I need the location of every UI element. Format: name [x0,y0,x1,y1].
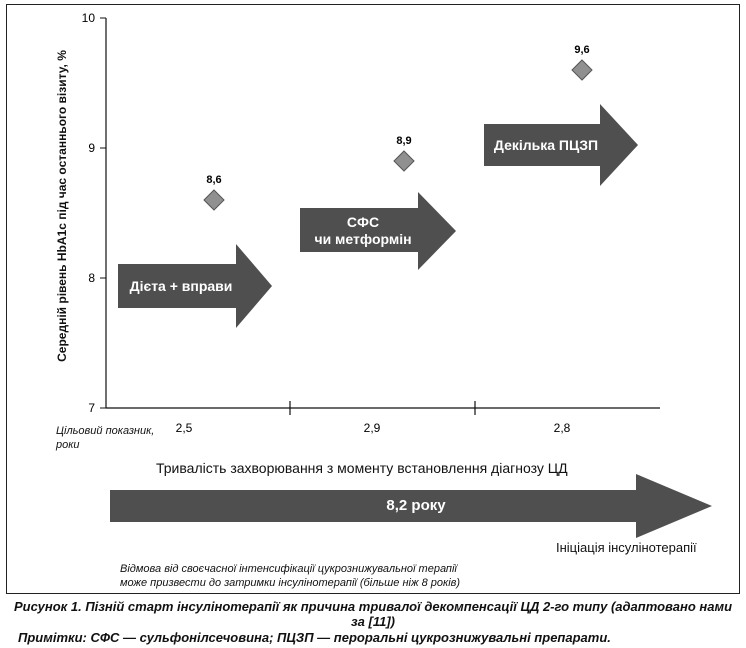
x-tick-label: 2,8 [554,421,571,435]
figure-frame [6,4,740,594]
data-label: 9,6 [574,44,589,56]
x-axis-label: Тривалість захворювання з моменту встано… [156,460,568,476]
stage-arrow-label: Декілька ПЦЗП [494,137,598,153]
y-tick-label: 9 [88,141,95,155]
data-point [571,59,593,81]
data-point [393,150,415,172]
stage-arrow [300,192,456,270]
x-tick-label: 2,5 [176,421,193,435]
x-target-label: Цільовий показник, роки [56,425,155,451]
x-tick-label: 2,9 [364,421,381,435]
timeline-label: 8,2 року [386,497,446,514]
timeline-end-label: Ініціація інсулінотерапії [556,540,697,555]
data-label: 8,6 [206,174,221,186]
figure-note: Примітки: СФС — сульфонілсечовина; ПЦЗП … [18,630,611,645]
stage-arrow-label: СФС чи метформін [314,214,411,247]
data-point [203,189,225,211]
stage-arrow-label: Дієта + вправи [130,278,233,294]
figure-caption: Рисунок 1. Пізній старт інсулінотерапії … [13,599,733,629]
note-line: може призвести до затримки інсулінотерап… [120,577,461,589]
stage-arrow [118,244,272,328]
timeline-arrow [110,474,712,538]
y-tick-label: 8 [88,271,95,285]
note-line: Відмова від своєчасної інтенсифікації цу… [120,563,457,575]
y-tick-label: 10 [82,11,96,25]
stage-arrow [484,104,638,186]
data-label: 8,9 [396,135,411,147]
y-tick-label: 7 [88,401,95,415]
